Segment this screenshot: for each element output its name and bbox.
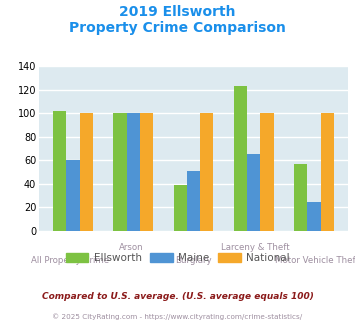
Text: 2019 Ellsworth: 2019 Ellsworth: [119, 5, 236, 19]
Text: Arson: Arson: [119, 243, 144, 251]
Text: Compared to U.S. average. (U.S. average equals 100): Compared to U.S. average. (U.S. average …: [42, 292, 313, 301]
Text: Property Crime Comparison: Property Crime Comparison: [69, 21, 286, 35]
Bar: [174, 185, 187, 231]
Bar: [187, 171, 200, 231]
Text: All Property Crime: All Property Crime: [31, 256, 109, 265]
Text: Burglary: Burglary: [175, 256, 212, 265]
Bar: [200, 113, 213, 231]
Bar: [307, 202, 321, 231]
Bar: [66, 160, 80, 231]
Bar: [127, 113, 140, 231]
Bar: [113, 113, 127, 231]
Text: Motor Vehicle Theft: Motor Vehicle Theft: [275, 256, 355, 265]
Text: Larceny & Theft: Larceny & Theft: [221, 243, 290, 251]
Bar: [260, 113, 274, 231]
Bar: [234, 86, 247, 231]
Bar: [294, 164, 307, 231]
Bar: [80, 113, 93, 231]
Text: © 2025 CityRating.com - https://www.cityrating.com/crime-statistics/: © 2025 CityRating.com - https://www.city…: [53, 314, 302, 320]
Bar: [140, 113, 153, 231]
Bar: [247, 154, 260, 231]
Bar: [321, 113, 334, 231]
Legend: Ellsworth, Maine, National: Ellsworth, Maine, National: [61, 248, 294, 267]
Bar: [53, 111, 66, 231]
